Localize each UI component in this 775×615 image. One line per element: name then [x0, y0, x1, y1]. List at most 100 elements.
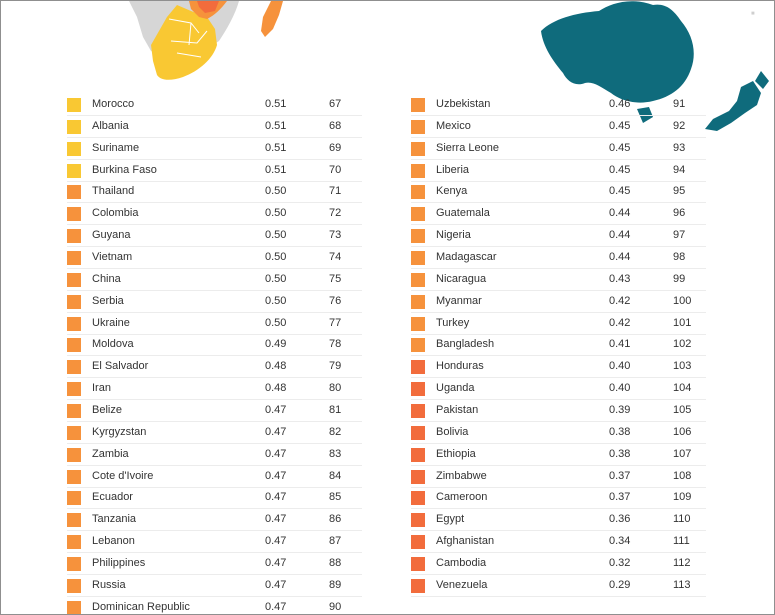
- score-value: 0.47: [265, 469, 287, 482]
- rank-value: 68: [329, 119, 342, 132]
- table-column-left: Morocco 0.51 67 Albania 0.51 68 Suriname 0.51 69…: [67, 95, 362, 614]
- color-swatch: [411, 251, 425, 266]
- country-name: Lebanon: [92, 535, 135, 548]
- color-swatch: [67, 272, 81, 287]
- rank-value: 84: [329, 469, 342, 482]
- country-name: Mexico: [436, 119, 471, 132]
- rank-value: 79: [329, 360, 342, 373]
- score-value: 0.29: [609, 578, 631, 591]
- score-value: 0.45: [609, 119, 631, 132]
- score-value: 0.42: [609, 316, 631, 329]
- map-fragment: ■: [129, 1, 769, 131]
- table-row: Burkina Faso 0.51 70: [67, 161, 362, 182]
- country-name: Philippines: [92, 557, 146, 570]
- score-value: 0.38: [609, 425, 631, 438]
- score-value: 0.51: [265, 163, 287, 176]
- color-swatch: [411, 535, 425, 550]
- score-value: 0.44: [609, 229, 631, 242]
- rank-value: 89: [329, 578, 342, 591]
- rank-value: 105: [673, 404, 692, 417]
- color-swatch: [411, 425, 425, 440]
- score-value: 0.47: [265, 447, 287, 460]
- table-row: Zimbabwe 0.37 108: [411, 467, 706, 488]
- color-swatch: [411, 338, 425, 353]
- country-name: Cote d'Ivoire: [92, 469, 154, 482]
- table-row: Honduras 0.40 103: [411, 357, 706, 379]
- color-swatch: [67, 447, 81, 462]
- score-value: 0.37: [609, 469, 631, 482]
- rank-value: 69: [329, 141, 342, 154]
- rank-value: 106: [673, 425, 692, 438]
- country-name: Madagascar: [436, 251, 497, 264]
- color-swatch: [67, 119, 81, 134]
- rank-value: 99: [673, 272, 686, 285]
- color-swatch: [411, 360, 425, 375]
- table-row: Uganda 0.40 104: [411, 379, 706, 401]
- color-swatch: [411, 185, 425, 200]
- score-value: 0.38: [609, 447, 631, 460]
- score-value: 0.47: [265, 404, 287, 417]
- table-row: Russia 0.47 89: [67, 576, 362, 597]
- map-small-dot: ■: [751, 11, 755, 17]
- rank-value: 101: [673, 316, 692, 329]
- color-swatch: [411, 316, 425, 331]
- score-value: 0.44: [609, 251, 631, 264]
- color-swatch: [411, 513, 425, 528]
- score-value: 0.47: [265, 513, 287, 526]
- table-row: Nicaragua 0.43 99: [411, 270, 706, 291]
- table-row: Ukraine 0.50 77: [67, 314, 362, 335]
- country-name: Honduras: [436, 360, 484, 373]
- table-row: Zambia 0.47 83: [67, 445, 362, 466]
- country-name: Ukraine: [92, 316, 130, 329]
- score-value: 0.45: [609, 185, 631, 198]
- color-swatch: [411, 404, 425, 419]
- color-swatch: [411, 119, 425, 134]
- color-swatch: [67, 578, 81, 593]
- country-name: Uganda: [436, 382, 475, 395]
- color-swatch: [411, 207, 425, 222]
- country-name: Kenya: [436, 185, 468, 198]
- country-name: Ecuador: [92, 491, 133, 504]
- country-name: Vietnam: [92, 251, 133, 264]
- country-name: China: [92, 272, 121, 285]
- table-row: Suriname 0.51 69: [67, 139, 362, 160]
- color-swatch: [411, 294, 425, 309]
- table-row: Mexico 0.45 92: [411, 117, 706, 138]
- country-name: Cambodia: [436, 557, 487, 570]
- country-name: Nicaragua: [436, 272, 487, 285]
- color-swatch: [67, 141, 81, 156]
- color-swatch: [411, 141, 425, 156]
- rank-value: 109: [673, 491, 692, 504]
- rank-value: 93: [673, 141, 686, 154]
- table-row: Venezuela 0.29 113: [411, 576, 706, 597]
- score-value: 0.48: [265, 360, 287, 373]
- country-name: Moldova: [92, 338, 134, 351]
- score-value: 0.40: [609, 382, 631, 395]
- score-value: 0.47: [265, 600, 287, 613]
- color-swatch: [67, 98, 81, 112]
- rank-value: 80: [329, 382, 342, 395]
- country-name: Thailand: [92, 185, 135, 198]
- color-swatch: [411, 557, 425, 572]
- table-row: Sierra Leone 0.45 93: [411, 139, 706, 160]
- rank-value: 70: [329, 163, 342, 176]
- map-madagascar: [261, 1, 283, 37]
- color-swatch: [411, 491, 425, 506]
- score-value: 0.51: [265, 119, 287, 132]
- color-swatch: [411, 272, 425, 287]
- color-swatch: [411, 469, 425, 484]
- table-row: Madagascar 0.44 98: [411, 248, 706, 270]
- rank-value: 97: [673, 229, 686, 242]
- rank-value: 103: [673, 360, 692, 373]
- color-swatch: [67, 294, 81, 309]
- rank-value: 71: [329, 185, 342, 198]
- table-row: Cameroon 0.37 109: [411, 488, 706, 510]
- rank-value: 107: [673, 447, 692, 460]
- table-row: Bangladesh 0.41 102: [411, 335, 706, 357]
- country-name: Turkey: [436, 316, 470, 329]
- color-swatch: [67, 469, 81, 484]
- rank-value: 104: [673, 382, 692, 395]
- table-row: Uzbekistan 0.46 91: [411, 95, 706, 116]
- table-row: Morocco 0.51 67: [67, 95, 362, 116]
- rank-value: 102: [673, 338, 692, 351]
